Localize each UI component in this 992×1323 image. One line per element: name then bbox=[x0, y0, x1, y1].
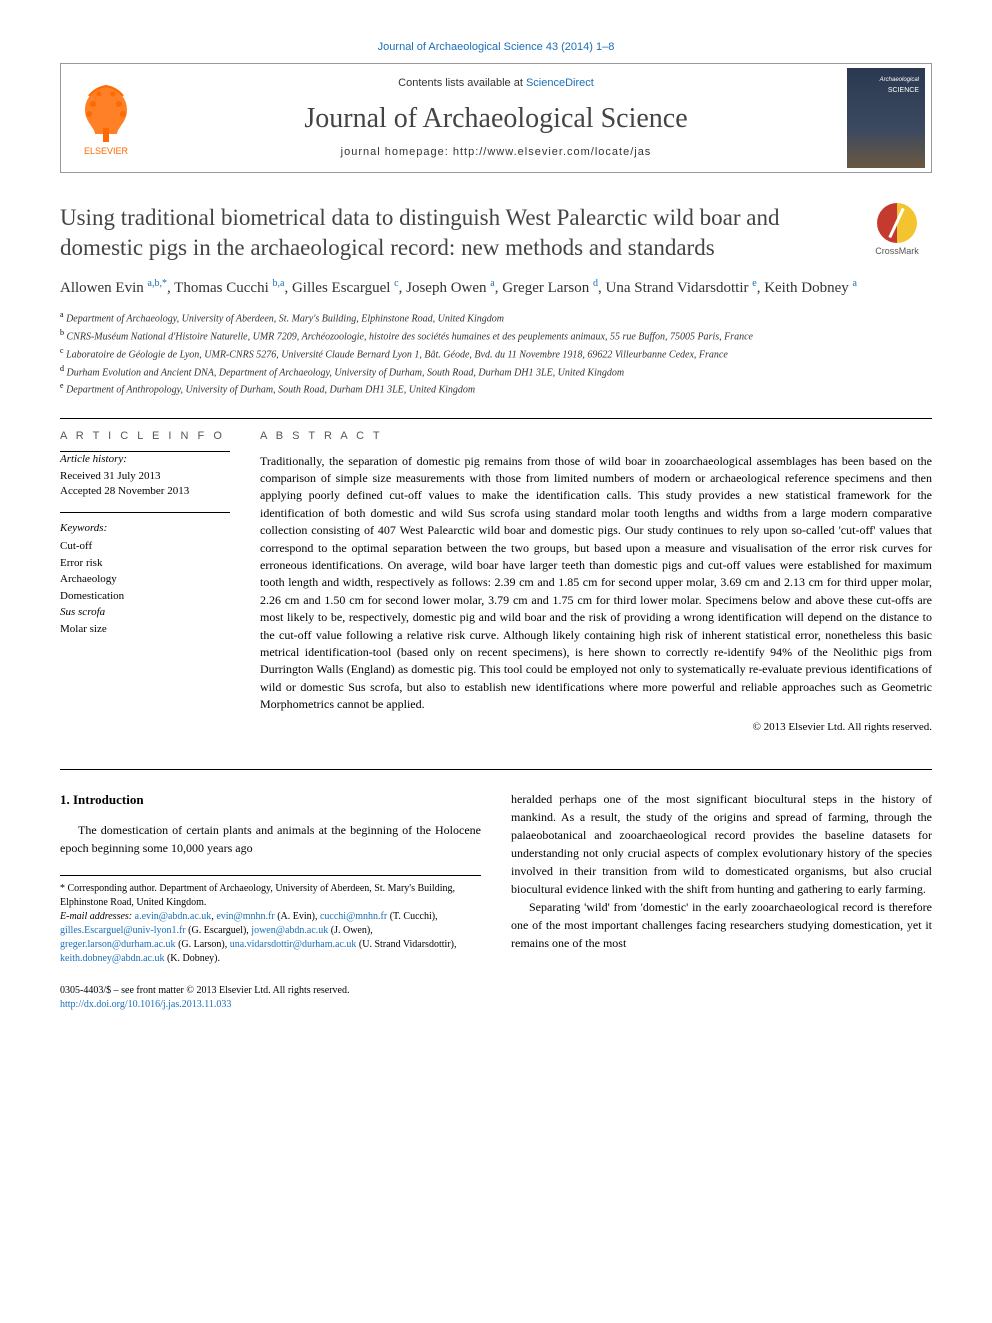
journal-cover-thumb bbox=[841, 64, 931, 172]
author-list: Allowen Evin a,b,*, Thomas Cucchi b,a, G… bbox=[60, 277, 932, 299]
footnotes: * Corresponding author. Department of Ar… bbox=[60, 875, 481, 966]
abstract-section: A B S T R A C T Traditionally, the separ… bbox=[260, 418, 932, 735]
contents-list-line: Contents lists available at ScienceDirec… bbox=[151, 76, 841, 91]
journal-homepage[interactable]: journal homepage: http://www.elsevier.co… bbox=[151, 145, 841, 160]
history-accepted: Accepted 28 November 2013 bbox=[60, 484, 230, 499]
affiliation-line: d Durham Evolution and Ancient DNA, Depa… bbox=[60, 363, 932, 381]
keyword: Sus scrofa bbox=[60, 604, 230, 621]
email-link[interactable]: keith.dobney@abdn.ac.uk bbox=[60, 953, 164, 964]
affiliation-line: e Department of Anthropology, University… bbox=[60, 380, 932, 398]
journal-title: Journal of Archaeological Science bbox=[151, 99, 841, 138]
affiliation-line: c Laboratoire de Géologie de Lyon, UMR-C… bbox=[60, 345, 932, 363]
abstract-heading: A B S T R A C T bbox=[260, 429, 932, 444]
keyword: Error risk bbox=[60, 555, 230, 572]
abstract-text: Traditionally, the separation of domesti… bbox=[260, 453, 932, 714]
email-link[interactable]: jowen@abdn.ac.uk bbox=[251, 925, 328, 936]
keyword: Cut-off bbox=[60, 538, 230, 555]
crossmark-icon bbox=[877, 203, 917, 243]
article-info-sidebar: A R T I C L E I N F O Article history: R… bbox=[60, 418, 260, 735]
history-received: Received 31 July 2013 bbox=[60, 469, 230, 484]
crossmark-badge[interactable]: CrossMark bbox=[862, 203, 932, 263]
journal-header: ELSEVIER Contents lists available at Sci… bbox=[60, 63, 932, 173]
top-citation[interactable]: Journal of Archaeological Science 43 (20… bbox=[60, 40, 932, 55]
body-col-right: heralded perhaps one of the most signifi… bbox=[511, 790, 932, 967]
sciencedirect-link[interactable]: ScienceDirect bbox=[526, 77, 594, 89]
abstract-copyright: © 2013 Elsevier Ltd. All rights reserved… bbox=[260, 720, 932, 735]
intro-para-1: The domestication of certain plants and … bbox=[60, 821, 481, 857]
email-link[interactable]: cucchi@mnhn.fr bbox=[320, 911, 387, 922]
body-col-left: 1. Introduction The domestication of cer… bbox=[60, 790, 481, 967]
history-label: Article history: bbox=[60, 452, 230, 467]
svg-text:ELSEVIER: ELSEVIER bbox=[84, 146, 129, 156]
article-info-heading: A R T I C L E I N F O bbox=[60, 429, 230, 444]
doi-link[interactable]: http://dx.doi.org/10.1016/j.jas.2013.11.… bbox=[60, 999, 231, 1010]
article-title: Using traditional biometrical data to di… bbox=[60, 203, 842, 263]
keywords-label: Keywords: bbox=[60, 521, 230, 536]
email-addresses: E-mail addresses: a.evin@abdn.ac.uk, evi… bbox=[60, 910, 481, 966]
affiliation-line: b CNRS-Muséum National d'Histoire Nature… bbox=[60, 327, 932, 345]
intro-para-2: Separating 'wild' from 'domestic' in the… bbox=[511, 898, 932, 952]
keywords-list: Cut-offError riskArchaeologyDomesticatio… bbox=[60, 538, 230, 637]
section-1-heading: 1. Introduction bbox=[60, 790, 481, 810]
email-link[interactable]: greger.larson@durham.ac.uk bbox=[60, 939, 176, 950]
email-link[interactable]: evin@mnhn.fr bbox=[216, 911, 274, 922]
publisher-logo-box: ELSEVIER bbox=[61, 64, 151, 172]
intro-para-1-cont: heralded perhaps one of the most signifi… bbox=[511, 790, 932, 898]
email-link[interactable]: a.evin@abdn.ac.uk bbox=[135, 911, 212, 922]
affiliations: a Department of Archaeology, University … bbox=[60, 309, 932, 398]
keyword: Molar size bbox=[60, 621, 230, 638]
footer: 0305-4403/$ – see front matter © 2013 El… bbox=[60, 984, 932, 1012]
elsevier-tree-logo: ELSEVIER bbox=[71, 78, 141, 158]
email-link[interactable]: una.vidarsdottir@durham.ac.uk bbox=[230, 939, 357, 950]
affiliation-line: a Department of Archaeology, University … bbox=[60, 309, 932, 327]
corresponding-author-note: * Corresponding author. Department of Ar… bbox=[60, 882, 481, 910]
keyword: Archaeology bbox=[60, 571, 230, 588]
keyword: Domestication bbox=[60, 588, 230, 605]
email-link[interactable]: gilles.Escarguel@univ-lyon1.fr bbox=[60, 925, 186, 936]
issn-line: 0305-4403/$ – see front matter © 2013 El… bbox=[60, 984, 932, 998]
